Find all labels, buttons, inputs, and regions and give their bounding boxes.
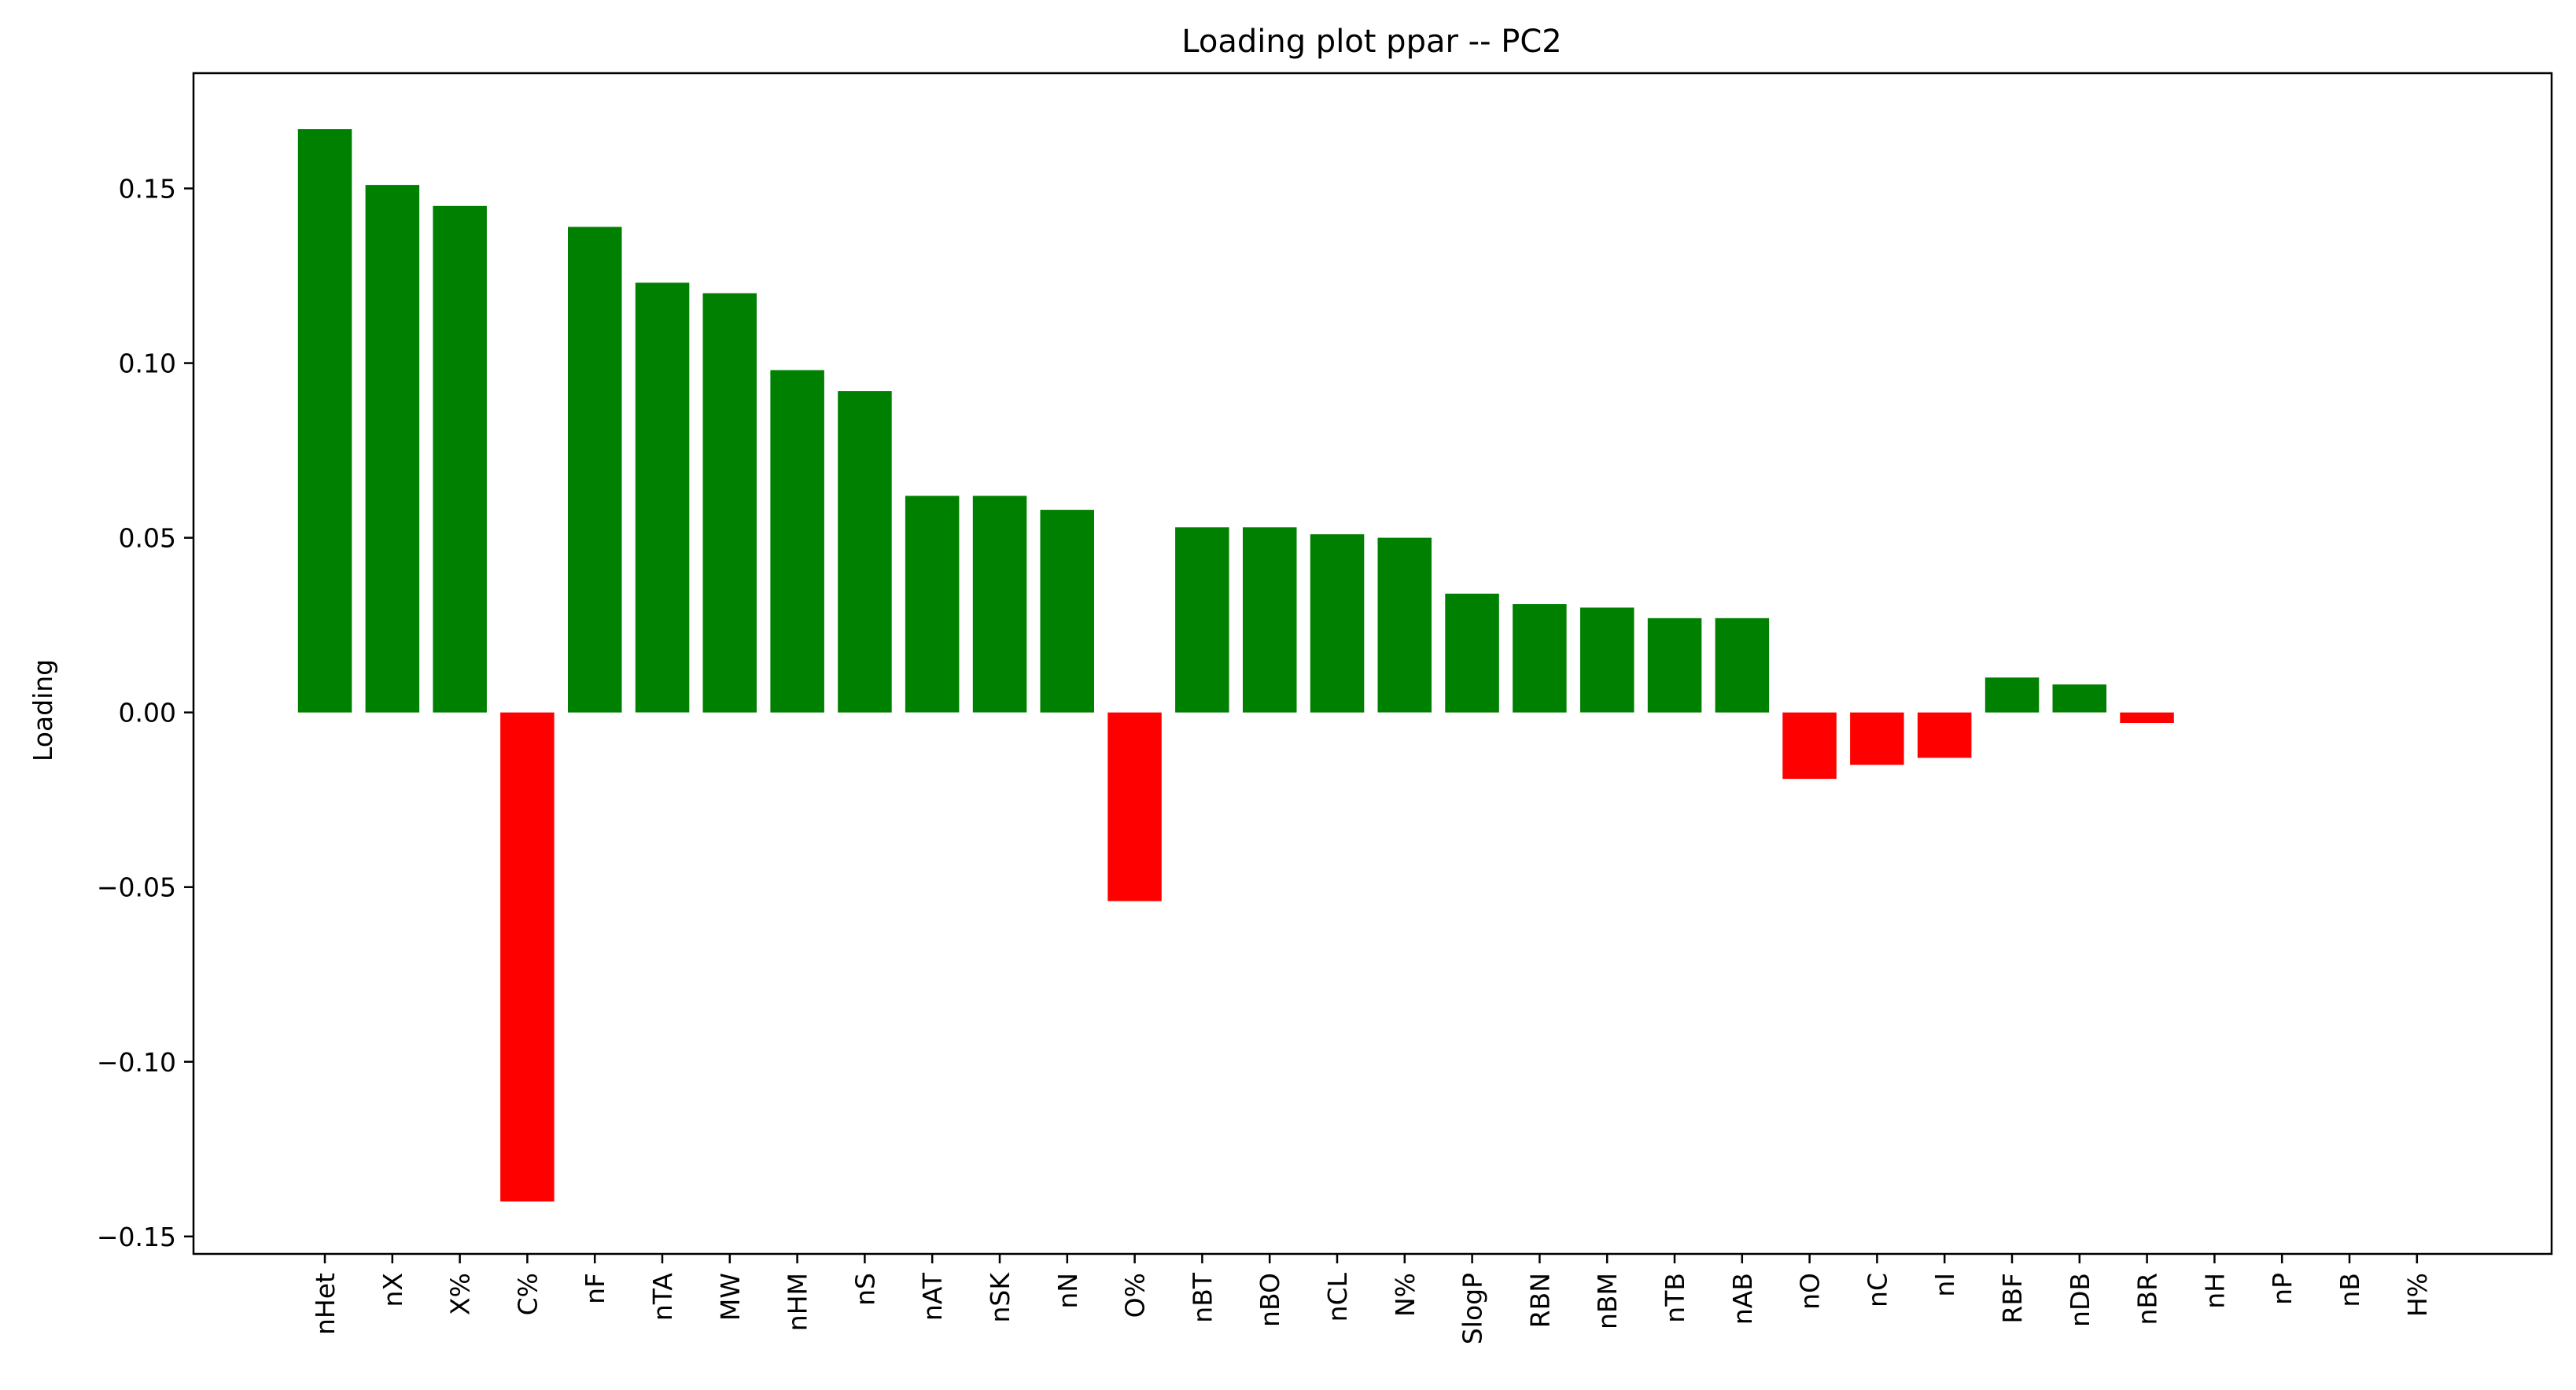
bar-nTB [1647,618,1702,713]
x-tick-label: nTA [647,1273,678,1322]
bar-nHM [770,370,824,713]
x-tick-label: nTB [1660,1273,1690,1323]
bar-nI [1917,712,1972,758]
x-tick-label: nAT [917,1272,948,1321]
bar-nS [838,391,892,713]
y-axis-ticks: −0.15 −0.10 −0.05 0.00 0.05 0.10 0.15 [97,174,193,1252]
x-tick-label: O% [1120,1273,1151,1318]
x-tick-label: nBM [1592,1273,1623,1329]
x-tick-label: nC [1862,1273,1892,1307]
bar-N% [1377,537,1432,713]
chart-title: Loading plot ppar -- PC2 [1181,24,1561,60]
bar-nDB [2052,684,2106,713]
y-tick-label: 0.00 [119,698,176,728]
x-tick-label: X% [445,1273,476,1315]
x-tick-label: RBN [1524,1273,1555,1328]
x-tick-label: nF [580,1273,610,1304]
y-axis-label: Loading [28,659,58,761]
bar-MW [702,293,757,713]
bar-RBF [1985,677,2040,713]
x-tick-label: nAB [1727,1273,1758,1325]
bar-nBO [1243,527,1297,713]
bar-O% [1107,712,1162,901]
x-tick-label: nO [1795,1273,1826,1310]
bar-nBM [1580,607,1634,713]
y-tick-label: 0.15 [119,174,176,205]
x-tick-label: MW [715,1273,746,1321]
x-tick-label: nB [2335,1273,2365,1307]
x-tick-label: C% [512,1273,543,1315]
x-tick-label: nBO [1255,1273,1285,1327]
x-tick-label: nI [1929,1273,1960,1297]
bar-X% [433,205,487,713]
bar-SlogP [1445,593,1499,713]
x-tick-label: nBT [1187,1272,1218,1323]
y-tick-label: 0.10 [119,348,176,379]
bar-RBN [1513,604,1567,713]
bar-nHet [297,129,352,713]
x-tick-label: nCL [1322,1272,1353,1322]
x-tick-label: nP [2267,1273,2298,1305]
x-tick-label: nHet [310,1273,341,1335]
x-tick-label: nS [849,1273,880,1306]
x-tick-label: SlogP [1458,1273,1488,1344]
plot-frame [192,72,2553,1255]
bar-nO [1782,712,1837,780]
x-tick-label: nH [2199,1273,2230,1309]
x-tick-label: nHM [783,1273,813,1331]
bar-nX [365,185,420,713]
bar-nC [1850,712,1904,765]
bar-nN [1040,510,1094,713]
x-tick-label: nDB [2065,1273,2095,1327]
bar-nF [568,227,622,713]
x-tick-label: nSK [985,1272,1015,1323]
bar-nBT [1175,527,1229,713]
bars-group [297,129,2174,1202]
x-tick-label: RBF [1997,1273,2028,1324]
x-tick-label: nX [378,1273,408,1307]
bar-C% [500,712,555,1202]
x-axis-ticks: nHet nX X% C% nF nTA MW nHM nS nAT nSK nN O% nBT nBO nC… [310,1254,2433,1344]
bar-nTA [635,282,690,713]
x-tick-label: N% [1390,1273,1421,1317]
bar-nBR [2120,712,2174,723]
x-tick-label: H% [2402,1273,2433,1317]
bar-nCL [1310,534,1365,713]
bar-nAB [1715,618,1770,713]
bar-nSK [972,496,1027,713]
y-tick-label: −0.10 [97,1047,176,1078]
bar-nAT [905,496,960,713]
y-tick-label: −0.05 [97,872,176,903]
x-tick-label: nN [1052,1273,1083,1309]
y-tick-label: −0.15 [97,1222,176,1252]
y-tick-label: 0.05 [119,523,176,554]
x-tick-label: nBR [2132,1273,2163,1325]
